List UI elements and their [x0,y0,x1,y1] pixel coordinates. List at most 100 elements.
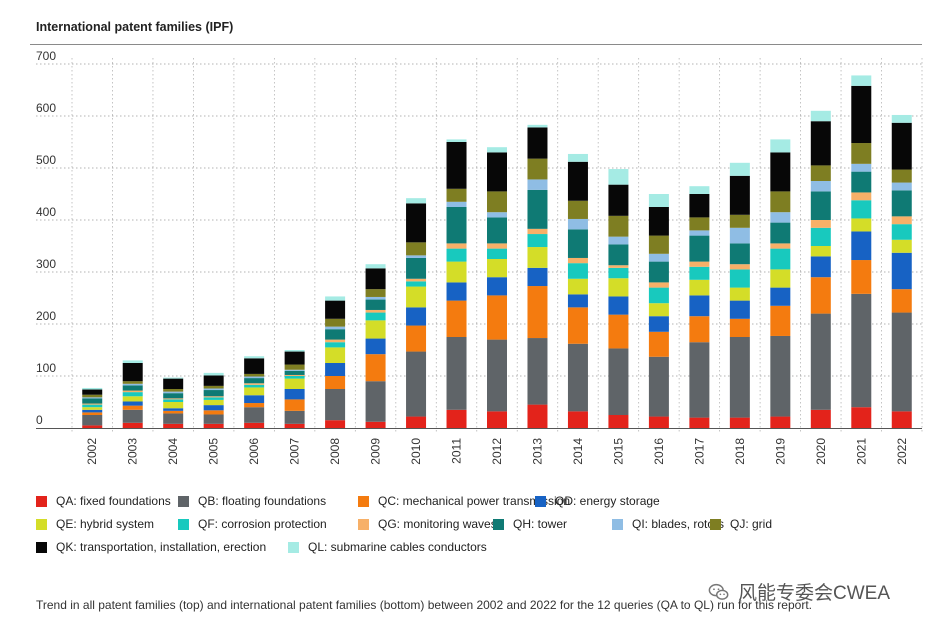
bar-segment [365,264,386,269]
bar-segment [406,325,427,352]
bar-segment [527,234,548,248]
bar-segment [729,243,750,265]
bar-segment [406,351,427,417]
bar-segment [325,329,346,340]
legend-swatch [178,495,189,507]
bar-segment [729,175,750,215]
bar-segment [851,75,872,86]
bar-segment [608,236,629,245]
bar-segment [163,398,184,400]
legend-swatch [36,518,47,530]
bar-segment [487,277,507,296]
bar-segment [406,416,427,428]
bar-segment [446,142,467,189]
bar-segment [608,348,629,415]
bar-segment [689,316,710,343]
x-tick-label: 2015 [611,438,625,465]
bar-segment [365,354,386,382]
bar-segment [487,217,507,244]
bar-segment [851,200,872,219]
bar-segment [487,212,507,218]
legend-label: QJ: grid [730,517,773,531]
bar-segment [567,257,588,264]
bar-segment [365,381,386,422]
bar-segment [203,388,224,391]
bar-segment [608,314,629,349]
bar-segment [122,409,143,423]
bar-segment [729,300,750,319]
bar-segment [244,395,265,404]
bar-segment [567,161,588,201]
legend-item: QI: blades, rotors [612,517,724,531]
bar-segment [729,337,750,418]
x-tick-label: 2004 [166,438,180,465]
bar-segment [810,110,831,122]
legend-label: QB: floating foundations [198,494,327,508]
bar-segment [244,378,265,384]
x-tick-label: 2008 [328,438,342,465]
bar-segment [284,378,305,389]
bar-segment [729,264,750,270]
bar-segment [203,375,224,386]
watermark-text: 风能专委会CWEA [738,583,891,604]
bar-segment [284,376,305,379]
bar-segment [203,410,224,415]
x-tick-label: 2002 [85,438,99,465]
bar-segment [608,244,629,266]
bar-segment [851,407,872,428]
y-tick-label: 500 [36,153,56,167]
legend-item: QF: corrosion protection [178,517,327,531]
legend-swatch [535,495,546,507]
bar-segment [244,376,265,379]
wechat-icon [708,583,729,600]
bar-segment [810,191,831,220]
x-tick-label: 2021 [854,438,868,465]
bar-segment [365,312,386,321]
bar-segment [770,269,791,288]
bar-segment [648,416,669,428]
y-tick-label: 200 [36,309,56,323]
bar-segment [284,423,305,428]
bar-segment [770,212,791,223]
bar-segment [284,369,305,371]
bar-segment [689,261,710,267]
legend-item: QA: fixed foundations [36,494,171,508]
legend-item: QG: monitoring waves [358,517,497,531]
bar-segment [527,179,548,190]
bar-segment [82,394,103,398]
bar-segment [851,260,872,294]
bar-segment [648,287,669,304]
legend-swatch [288,541,299,553]
bar-segment [163,423,184,428]
bar-segment [406,307,427,326]
bar-segment [567,411,588,428]
bar-segment [689,235,710,262]
bar-segment [163,408,184,411]
bar-segment [608,215,629,237]
bar-segment [203,397,224,400]
legend-swatch [358,518,369,530]
bar-segment [446,188,467,202]
legend-swatch [36,541,47,553]
bar-segment [689,194,710,218]
bar-segment [487,259,507,278]
bar-segment [567,294,588,308]
bar-segment [82,389,103,395]
x-tick-label: 2016 [652,438,666,465]
bar-segment [527,127,548,159]
bar-segment [487,339,507,412]
bar-segment [770,222,791,244]
bar-segment [770,287,791,306]
bar-segment [729,214,750,228]
bar-segment [770,248,791,270]
bar-segment [446,409,467,428]
bar-segment [648,194,669,207]
bar-segment [203,372,224,376]
legend-swatch [36,495,47,507]
bar-segment [487,191,507,213]
bar-segment [365,299,386,310]
bar-segment [527,286,548,339]
bar-segment [163,377,184,379]
legend-label: QH: tower [513,517,568,531]
bar-segment [203,390,224,397]
